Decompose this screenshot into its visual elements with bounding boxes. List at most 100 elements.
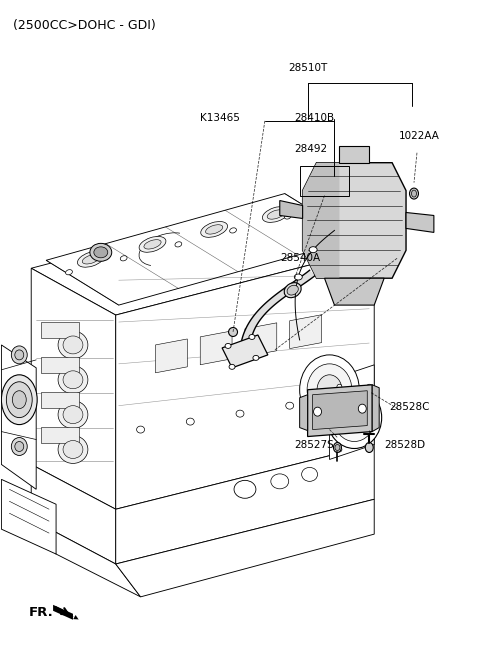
Ellipse shape bbox=[205, 225, 223, 234]
Polygon shape bbox=[31, 200, 374, 315]
Text: 28510T: 28510T bbox=[288, 63, 327, 73]
Text: 28540A: 28540A bbox=[280, 254, 320, 263]
Ellipse shape bbox=[337, 384, 342, 389]
Ellipse shape bbox=[137, 426, 144, 433]
Ellipse shape bbox=[313, 407, 322, 416]
Polygon shape bbox=[116, 248, 374, 509]
Ellipse shape bbox=[236, 410, 244, 417]
Ellipse shape bbox=[77, 252, 104, 267]
Polygon shape bbox=[222, 335, 268, 368]
Ellipse shape bbox=[58, 366, 88, 394]
Ellipse shape bbox=[337, 447, 342, 452]
Polygon shape bbox=[41, 426, 79, 443]
Text: 28527S: 28527S bbox=[295, 440, 335, 449]
Ellipse shape bbox=[144, 240, 161, 249]
Ellipse shape bbox=[63, 441, 83, 459]
Polygon shape bbox=[302, 163, 339, 278]
Polygon shape bbox=[1, 480, 56, 554]
Ellipse shape bbox=[309, 246, 317, 253]
Ellipse shape bbox=[225, 344, 231, 348]
Ellipse shape bbox=[367, 447, 372, 452]
Text: 28410B: 28410B bbox=[295, 113, 335, 123]
Text: FR.: FR. bbox=[29, 606, 54, 620]
Ellipse shape bbox=[335, 445, 340, 451]
Ellipse shape bbox=[271, 474, 288, 489]
Ellipse shape bbox=[249, 334, 255, 340]
Polygon shape bbox=[324, 278, 384, 305]
Ellipse shape bbox=[334, 443, 341, 453]
Ellipse shape bbox=[327, 387, 382, 449]
Text: 1022AA: 1022AA bbox=[399, 131, 440, 141]
Ellipse shape bbox=[294, 274, 302, 280]
Polygon shape bbox=[302, 163, 406, 278]
Ellipse shape bbox=[336, 394, 343, 401]
Ellipse shape bbox=[365, 443, 373, 453]
Ellipse shape bbox=[94, 247, 108, 258]
Ellipse shape bbox=[253, 355, 259, 361]
Ellipse shape bbox=[201, 221, 228, 237]
Ellipse shape bbox=[90, 243, 112, 261]
Ellipse shape bbox=[344, 405, 364, 430]
Ellipse shape bbox=[139, 237, 166, 252]
Polygon shape bbox=[200, 331, 232, 365]
Ellipse shape bbox=[287, 285, 299, 295]
Ellipse shape bbox=[63, 371, 83, 389]
Polygon shape bbox=[116, 499, 374, 597]
Ellipse shape bbox=[411, 190, 417, 197]
Polygon shape bbox=[41, 392, 79, 407]
Ellipse shape bbox=[82, 255, 99, 264]
Polygon shape bbox=[372, 385, 379, 432]
Polygon shape bbox=[339, 146, 369, 163]
Ellipse shape bbox=[175, 242, 182, 247]
Ellipse shape bbox=[284, 283, 301, 298]
Ellipse shape bbox=[15, 442, 24, 451]
Ellipse shape bbox=[58, 401, 88, 428]
Ellipse shape bbox=[229, 228, 237, 233]
Text: 28528D: 28528D bbox=[384, 440, 425, 449]
Polygon shape bbox=[300, 395, 308, 430]
Text: 28492: 28492 bbox=[295, 144, 328, 154]
Polygon shape bbox=[240, 270, 315, 355]
Ellipse shape bbox=[58, 436, 88, 463]
Polygon shape bbox=[312, 391, 367, 430]
Ellipse shape bbox=[120, 256, 127, 261]
Ellipse shape bbox=[307, 364, 352, 416]
Ellipse shape bbox=[6, 382, 32, 418]
Ellipse shape bbox=[66, 269, 72, 275]
Polygon shape bbox=[53, 605, 73, 620]
Ellipse shape bbox=[229, 365, 235, 369]
Polygon shape bbox=[406, 212, 434, 233]
Ellipse shape bbox=[284, 214, 291, 219]
Text: K13465: K13465 bbox=[200, 113, 240, 123]
Polygon shape bbox=[290, 315, 322, 349]
Polygon shape bbox=[156, 339, 187, 373]
Polygon shape bbox=[31, 519, 141, 597]
Ellipse shape bbox=[63, 405, 83, 424]
Text: 28528C: 28528C bbox=[389, 401, 430, 412]
Ellipse shape bbox=[409, 188, 419, 199]
Polygon shape bbox=[1, 345, 36, 489]
Ellipse shape bbox=[12, 438, 27, 455]
Ellipse shape bbox=[263, 206, 289, 222]
Ellipse shape bbox=[267, 210, 284, 219]
Ellipse shape bbox=[15, 350, 24, 360]
Polygon shape bbox=[31, 464, 116, 564]
Polygon shape bbox=[41, 357, 79, 373]
Polygon shape bbox=[280, 200, 302, 219]
Text: (2500CC>DOHC - GDI): (2500CC>DOHC - GDI) bbox=[13, 19, 156, 32]
Polygon shape bbox=[116, 445, 374, 564]
Ellipse shape bbox=[317, 374, 342, 405]
Polygon shape bbox=[329, 365, 374, 459]
Ellipse shape bbox=[58, 331, 88, 359]
Ellipse shape bbox=[186, 418, 194, 425]
Ellipse shape bbox=[367, 384, 372, 389]
Ellipse shape bbox=[1, 374, 37, 424]
Ellipse shape bbox=[301, 467, 318, 482]
Polygon shape bbox=[31, 268, 116, 509]
Ellipse shape bbox=[334, 394, 375, 442]
Polygon shape bbox=[46, 194, 357, 305]
Ellipse shape bbox=[228, 327, 238, 336]
Polygon shape bbox=[41, 322, 79, 338]
Ellipse shape bbox=[358, 404, 366, 413]
Ellipse shape bbox=[286, 402, 294, 409]
